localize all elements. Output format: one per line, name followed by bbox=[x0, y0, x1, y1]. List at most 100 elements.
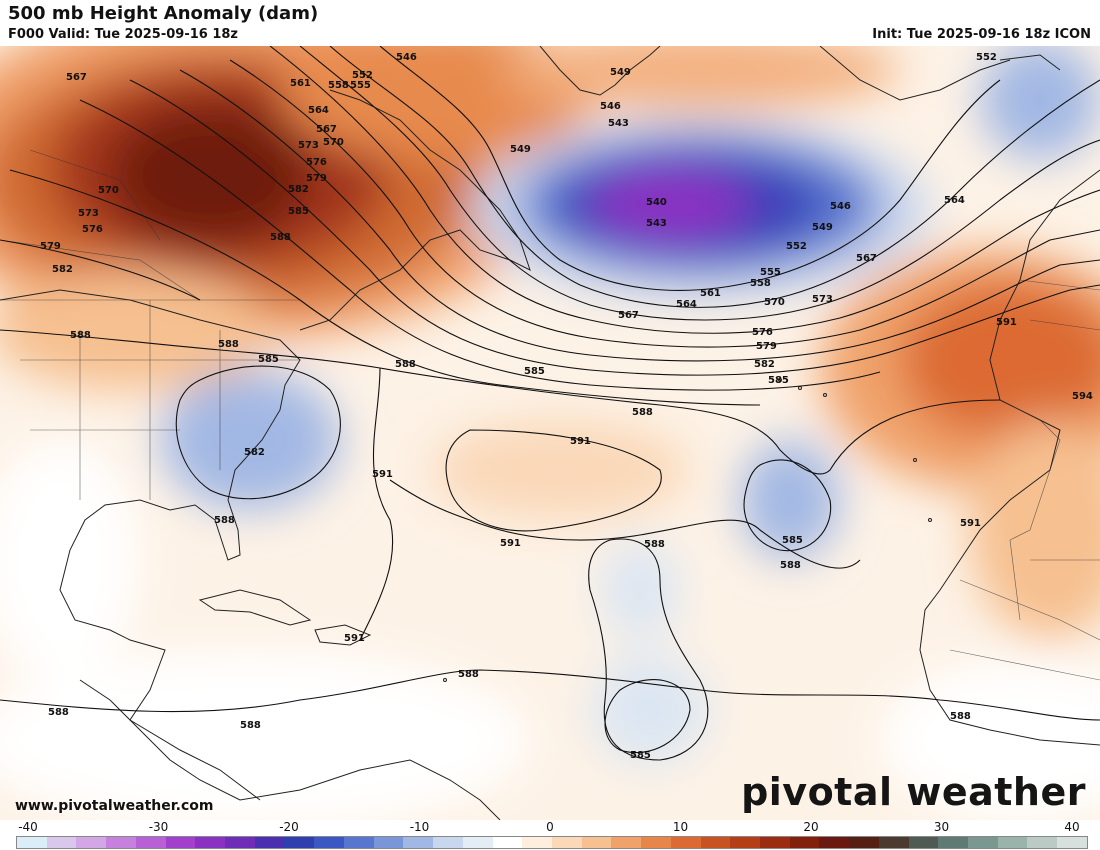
contour-label: 558 bbox=[328, 80, 349, 91]
legend-colorbar bbox=[16, 836, 1088, 849]
contour-label: 567 bbox=[316, 124, 337, 135]
contour-label: 585 bbox=[782, 535, 803, 546]
legend-swatch bbox=[433, 837, 463, 848]
contour-label: 570 bbox=[98, 185, 119, 196]
contour-label: 543 bbox=[646, 218, 667, 229]
legend-swatch bbox=[730, 837, 760, 848]
contour-label: 588 bbox=[644, 539, 665, 550]
contour-label: 552 bbox=[352, 70, 373, 81]
anomaly-map[interactable]: 546 549 552 555 558 561 564 567 570 573 … bbox=[0, 46, 1100, 820]
contour-label: 549 bbox=[610, 67, 631, 78]
contour-label: 588 bbox=[395, 359, 416, 370]
legend-swatch bbox=[878, 837, 909, 848]
contour-label: 582 bbox=[244, 447, 265, 458]
height-contours bbox=[0, 46, 1100, 761]
legend-tick-label: 30 bbox=[933, 820, 950, 834]
legend-swatch bbox=[254, 837, 285, 848]
legend-tick-label: -40 bbox=[18, 820, 38, 834]
legend-swatch bbox=[849, 837, 879, 848]
legend-swatch bbox=[641, 837, 671, 848]
contour-label: 561 bbox=[290, 78, 311, 89]
contour-label: 576 bbox=[752, 327, 773, 338]
contour-label: 579 bbox=[306, 173, 327, 184]
legend-swatch bbox=[462, 837, 493, 848]
legend-swatch bbox=[106, 837, 136, 848]
contour-label: 585 bbox=[288, 206, 309, 217]
legend-swatch bbox=[165, 837, 196, 848]
legend-swatch bbox=[492, 837, 523, 848]
contour-label: 570 bbox=[323, 137, 344, 148]
contour-label: 558 bbox=[750, 278, 771, 289]
legend-swatch bbox=[373, 837, 404, 848]
contour-label: 582 bbox=[288, 184, 309, 195]
website-url[interactable]: www.pivotalweather.com bbox=[15, 798, 214, 814]
contour-label: 588 bbox=[240, 720, 261, 731]
contour-label: 588 bbox=[70, 330, 91, 341]
contour-label: 588 bbox=[270, 232, 291, 243]
contour-label: 576 bbox=[82, 224, 103, 235]
legend-swatch bbox=[225, 837, 255, 848]
contour-label: 540 bbox=[646, 197, 667, 208]
legend-swatch bbox=[700, 837, 731, 848]
contour-label: 555 bbox=[350, 80, 371, 91]
contour-label: 552 bbox=[976, 52, 997, 63]
header-bar: 500 mb Height Anomaly (dam) F000 Valid: … bbox=[0, 0, 1100, 46]
legend-swatch bbox=[46, 837, 77, 848]
contour-label: 564 bbox=[308, 105, 329, 116]
legend-swatch bbox=[938, 837, 968, 848]
contour-label: 591 bbox=[500, 538, 521, 549]
legend-swatch bbox=[789, 837, 820, 848]
legend-swatch bbox=[76, 837, 107, 848]
contour-label: 549 bbox=[812, 222, 833, 233]
contour-label: 561 bbox=[700, 288, 721, 299]
contour-label: 588 bbox=[458, 669, 479, 680]
contour-label: 588 bbox=[950, 711, 971, 722]
legend-swatch bbox=[670, 837, 701, 848]
contour-label: 582 bbox=[52, 264, 73, 275]
contour-label: 543 bbox=[608, 118, 629, 129]
contour-label: 585 bbox=[630, 750, 651, 761]
legend-tick-label: 10 bbox=[672, 820, 689, 834]
contour-label: 564 bbox=[676, 299, 697, 310]
coastlines bbox=[0, 46, 1100, 820]
contour-label: 579 bbox=[40, 241, 61, 252]
valid-time: F000 Valid: Tue 2025-09-16 18z bbox=[8, 27, 238, 42]
legend-swatch bbox=[284, 837, 315, 848]
contour-label: 585 bbox=[258, 354, 279, 365]
legend-swatch bbox=[908, 837, 939, 848]
contour-label: 546 bbox=[830, 201, 851, 212]
contour-label: 588 bbox=[632, 407, 653, 418]
legend-swatch bbox=[968, 837, 998, 848]
contour-label: 546 bbox=[396, 52, 417, 63]
contour-label: 591 bbox=[960, 518, 981, 529]
contour-label: 549 bbox=[510, 144, 531, 155]
contour-label: 570 bbox=[764, 297, 785, 308]
legend-tick-label: 20 bbox=[803, 820, 819, 834]
anomaly-shading bbox=[0, 46, 1100, 820]
contour-label: 588 bbox=[218, 339, 239, 350]
legend-tick-label: 40 bbox=[1064, 820, 1080, 834]
contour-label: 591 bbox=[344, 633, 365, 644]
color-legend: -40 -30 -20 -10 0 10 20 30 40 bbox=[0, 820, 1100, 850]
contour-label: 585 bbox=[524, 366, 545, 377]
legend-swatch bbox=[314, 837, 344, 848]
brand-logo: pivotal weather bbox=[741, 770, 1086, 814]
contour-label: 594 bbox=[1072, 391, 1093, 402]
contour-label: 582 bbox=[754, 359, 775, 370]
contour-label: 567 bbox=[856, 253, 877, 264]
legend-tick-label: -30 bbox=[148, 820, 169, 834]
legend-swatch bbox=[759, 837, 790, 848]
legend-swatch bbox=[1027, 837, 1058, 848]
contour-label: 588 bbox=[780, 560, 801, 571]
contour-label: 573 bbox=[298, 140, 319, 151]
legend-swatch bbox=[581, 837, 612, 848]
legend-tick-label: -10 bbox=[409, 820, 430, 834]
legend-swatch bbox=[819, 837, 850, 848]
legend-swatch bbox=[551, 837, 582, 848]
legend-tick-label: 0 bbox=[546, 820, 554, 834]
contour-label: 567 bbox=[618, 310, 639, 321]
legend-swatch bbox=[343, 837, 374, 848]
contour-label: 576 bbox=[306, 157, 327, 168]
contour-label: 567 bbox=[66, 72, 87, 83]
contour-label: 588 bbox=[214, 515, 235, 526]
